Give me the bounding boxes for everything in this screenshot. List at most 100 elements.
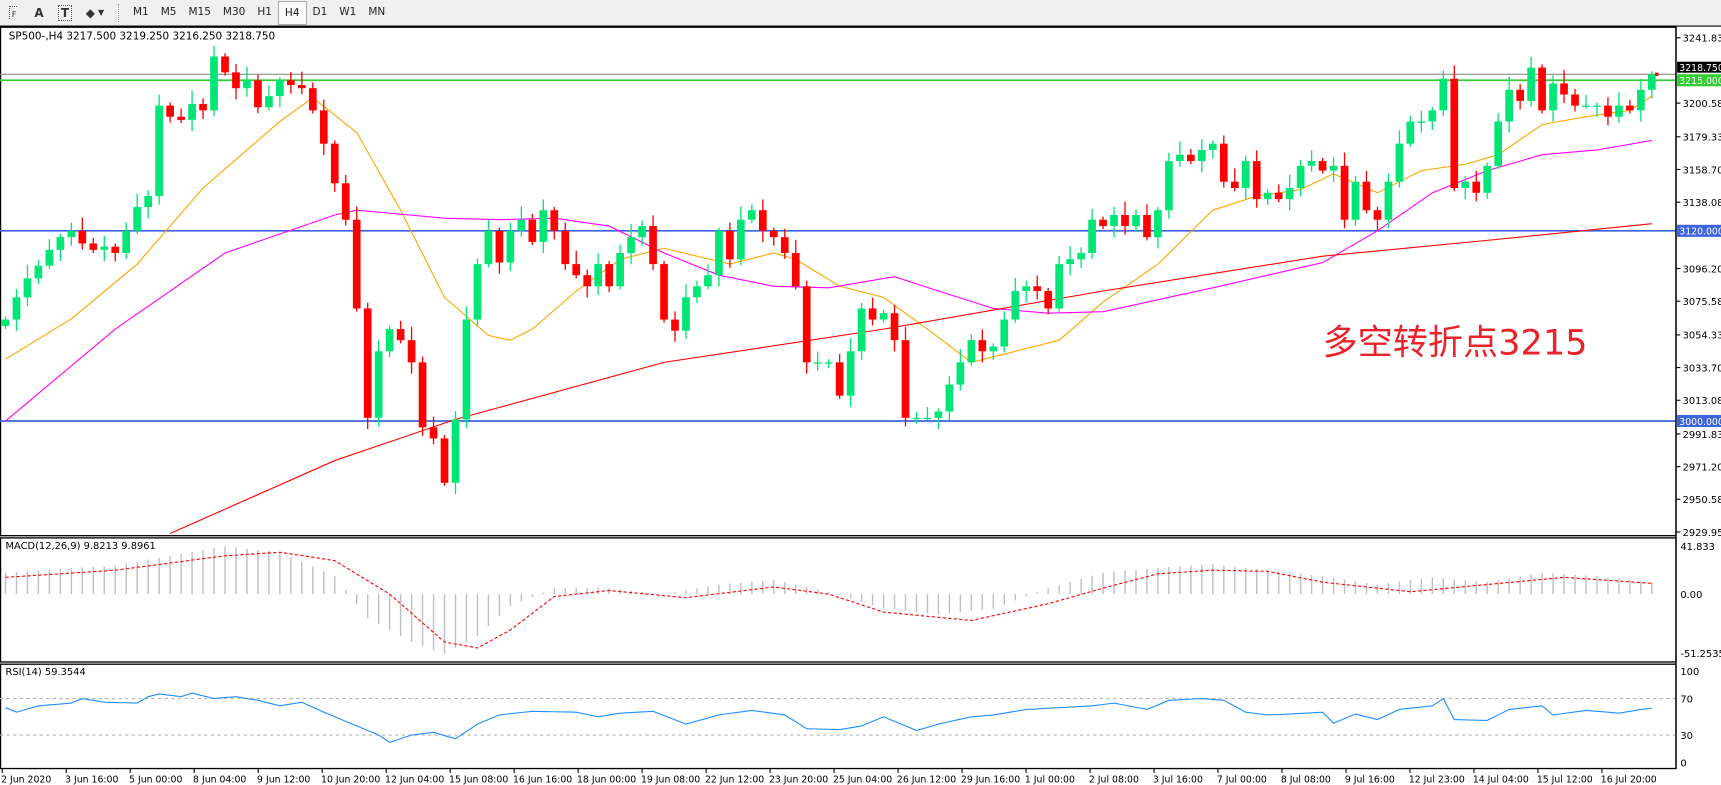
- candle: [155, 94, 163, 205]
- candle: [1615, 92, 1623, 123]
- time-axis-label: 3 Jul 16:00: [1153, 774, 1203, 785]
- shapes-icon[interactable]: ◆ ▼: [85, 5, 105, 20]
- candle: [1187, 149, 1195, 165]
- candle-body: [396, 329, 405, 341]
- candle: [429, 416, 438, 445]
- candle-body: [572, 264, 581, 276]
- candle: [989, 343, 998, 360]
- timeframe-m1[interactable]: M1: [133, 5, 149, 18]
- price-axis-label: 2929.955: [1683, 528, 1721, 539]
- candle-body: [1615, 105, 1623, 117]
- candle: [34, 259, 43, 285]
- timeframe-m15[interactable]: M15: [188, 5, 211, 18]
- last-price-marker: [1655, 72, 1659, 76]
- candle-body: [1110, 214, 1118, 227]
- candle-body: [34, 265, 43, 279]
- candle-body: [1604, 105, 1612, 117]
- candle-body: [374, 351, 383, 418]
- candle-body: [758, 210, 767, 231]
- candle-body: [111, 246, 120, 254]
- rsi-label: RSI(14) 59.3544: [5, 667, 85, 678]
- candle: [243, 66, 251, 97]
- candle-body: [1121, 214, 1129, 227]
- candle: [857, 302, 866, 360]
- candle: [1055, 255, 1064, 312]
- timeframe-h4[interactable]: H4: [277, 0, 307, 25]
- candle: [1252, 150, 1261, 208]
- candle: [1516, 84, 1524, 110]
- candle-body: [506, 230, 515, 263]
- chart-header: SP500-,H4 3217.500 3219.250 3216.250 321…: [9, 30, 275, 42]
- candle: [890, 304, 899, 352]
- candle-body: [769, 230, 778, 238]
- candle: [67, 222, 76, 246]
- candle: [1593, 102, 1601, 117]
- chart-background: [0, 25, 1721, 785]
- candle-body: [780, 237, 789, 254]
- candle-body: [1516, 89, 1524, 101]
- candle-body: [726, 230, 734, 260]
- candle-body: [1318, 161, 1327, 171]
- candle-body: [704, 275, 712, 287]
- time-axis-label: 16 Jul 20:00: [1601, 774, 1657, 785]
- text-label-icon[interactable]: T: [52, 2, 78, 24]
- timeframe-mn[interactable]: MN: [368, 5, 386, 18]
- chevron-down-icon[interactable]: ▼: [98, 8, 105, 17]
- candle: [276, 77, 284, 108]
- candle-body: [473, 264, 482, 320]
- candle: [967, 334, 976, 366]
- current-price-tag: [1677, 61, 1721, 73]
- time-axis-label: 15 Jul 12:00: [1537, 774, 1593, 785]
- candle: [934, 408, 943, 430]
- timeframe-h1[interactable]: H1: [257, 5, 272, 18]
- candle: [956, 349, 965, 391]
- candle-body: [254, 80, 262, 108]
- time-axis-label: 7 Jul 00:00: [1217, 774, 1267, 785]
- text-icon[interactable]: A: [26, 2, 52, 24]
- candle: [737, 206, 745, 266]
- candle-body: [407, 340, 416, 363]
- candle: [1373, 207, 1382, 231]
- fibonacci-fan-icon[interactable]: F: [0, 2, 26, 24]
- candle: [1505, 76, 1514, 133]
- candle: [265, 85, 273, 111]
- time-axis-label: 1 Jul 00:00: [1025, 774, 1075, 785]
- rsi-axis-label: 30: [1680, 731, 1693, 742]
- candle: [802, 280, 811, 374]
- candle-body: [846, 351, 855, 396]
- candle: [671, 311, 679, 342]
- timeframe-m5[interactable]: M5: [160, 5, 177, 18]
- candle-body: [1538, 67, 1546, 111]
- price-axis-label: 3200.580: [1683, 99, 1721, 110]
- candle: [1154, 207, 1162, 249]
- candle: [1362, 170, 1371, 214]
- candle-body: [1351, 181, 1360, 220]
- candle: [254, 74, 262, 114]
- candle-body: [385, 329, 394, 352]
- candle: [363, 302, 372, 430]
- candle: [1219, 135, 1228, 188]
- candle: [1099, 216, 1107, 230]
- chart-window[interactable]: 41.833 0.00 -51.2535 100 70 30 0 3241.830 3200…: [0, 25, 1721, 785]
- candle: [89, 237, 98, 254]
- candle-body: [1483, 165, 1492, 193]
- timeframe-d1[interactable]: D1: [312, 5, 328, 18]
- candle-body: [693, 286, 701, 298]
- candle: [550, 207, 559, 240]
- time-axis-label: 2 Jun 2020: [1, 774, 51, 785]
- candle-body: [210, 56, 218, 111]
- candle: [1241, 155, 1250, 200]
- candle-body: [682, 297, 690, 331]
- rsi-axis-label: 70: [1680, 694, 1693, 705]
- candle: [1439, 70, 1448, 117]
- candle: [572, 250, 581, 279]
- candle: [352, 206, 361, 312]
- candle: [1077, 247, 1085, 268]
- timeframe-m30[interactable]: M30: [222, 5, 246, 18]
- price-axis-label: 2971.205: [1683, 462, 1721, 473]
- price-axis-label: 3241.830: [1683, 34, 1721, 45]
- candle: [726, 222, 734, 268]
- timeframe-w1[interactable]: W1: [339, 5, 357, 18]
- candle: [1450, 65, 1459, 192]
- price-axis-label: 3054.330: [1683, 331, 1721, 342]
